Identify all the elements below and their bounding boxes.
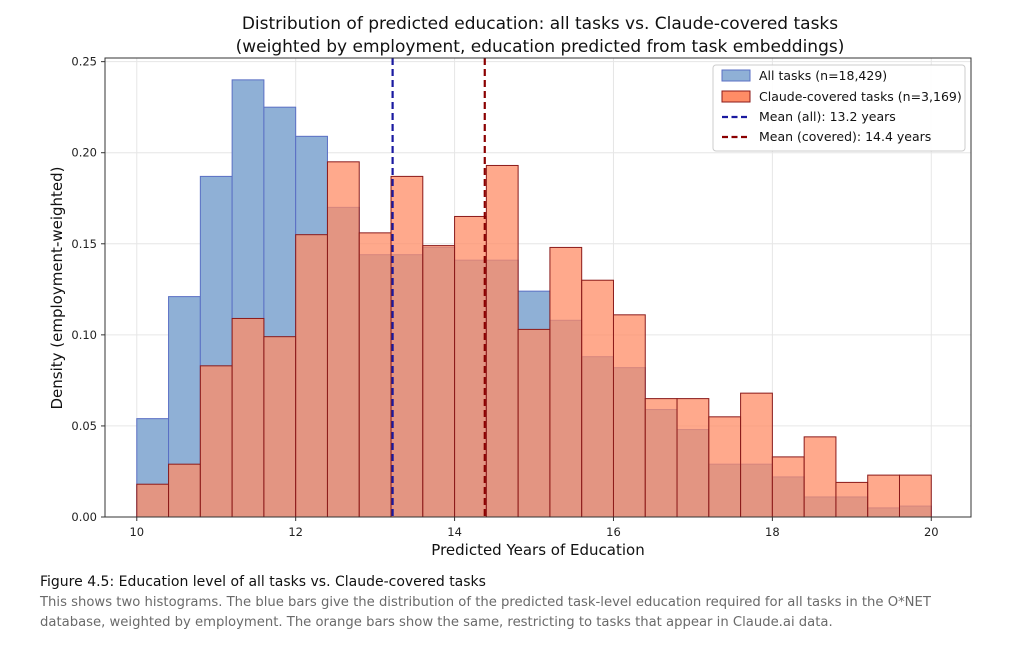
bar-covered-tasks: [549, 246, 583, 518]
bar-covered-tasks: [199, 365, 233, 518]
x-tick-label: 10: [129, 525, 144, 539]
bar-covered-tasks: [263, 336, 297, 518]
legend-swatch-all: [721, 69, 751, 82]
bar-covered-tasks: [676, 398, 710, 518]
figure-caption: Figure 4.5: Education level of all tasks…: [40, 574, 1000, 633]
bar-covered-tasks: [168, 463, 201, 518]
y-tick-label: 0.25: [71, 55, 97, 69]
histogram-chart: Distribution of predicted education: all…: [48, 14, 972, 559]
chart-title: Distribution of predicted education: all…: [242, 14, 838, 34]
y-axis-ticks: 0.00 0.05 0.10 0.15 0.20 0.25: [71, 55, 105, 524]
bar-covered-tasks: [422, 245, 456, 518]
x-tick-label: 18: [765, 525, 780, 539]
bar-covered-tasks: [358, 232, 392, 518]
y-tick-label: 0.15: [71, 237, 97, 251]
caption-title: Figure 4.5: Education level of all tasks…: [40, 574, 486, 590]
y-tick-label: 0.20: [71, 146, 97, 160]
x-axis-label: Predicted Years of Education: [431, 541, 644, 559]
plot-frame: [104, 57, 972, 518]
bar-covered-tasks: [454, 215, 487, 518]
legend: All tasks (n=18,429) Claude-covered task…: [712, 64, 966, 152]
caption-line-2: database, weighted by employment. The or…: [40, 615, 833, 630]
bar-covered-tasks: [390, 175, 424, 518]
legend-label-mean-all: Mean (all): 13.2 years: [759, 109, 896, 124]
bar-covered-tasks: [231, 317, 265, 518]
bar-covered-tasks: [295, 234, 328, 518]
bar-covered-tasks: [644, 398, 678, 518]
bar-covered-tasks: [867, 474, 900, 518]
x-axis-ticks: 10 12 14 16 18 20: [129, 517, 939, 539]
bar-covered-tasks: [898, 474, 932, 518]
bar-covered-tasks: [485, 164, 519, 518]
bar-covered-tasks: [612, 314, 646, 518]
x-tick-label: 20: [924, 525, 939, 539]
y-tick-label: 0.05: [71, 419, 97, 433]
legend-label-all: All tasks (n=18,429): [759, 68, 887, 83]
caption-line-1: This shows two histograms. The blue bars…: [40, 595, 931, 610]
bar-covered-tasks: [708, 416, 742, 518]
bar-covered-tasks: [517, 328, 551, 518]
y-axis-label: Density (employment-weighted): [48, 166, 66, 409]
legend-label-mean-covered: Mean (covered): 14.4 years: [759, 129, 931, 144]
x-tick-label: 12: [288, 525, 303, 539]
chart-subtitle: (weighted by employment, education predi…: [236, 37, 845, 57]
y-tick-label: 0.00: [71, 510, 97, 524]
legend-label-covered: Claude-covered tasks (n=3,169): [759, 89, 962, 104]
bar-covered-tasks: [803, 436, 837, 518]
bar-covered-tasks: [771, 456, 805, 518]
bar-covered-tasks: [581, 279, 614, 518]
legend-swatch-covered: [721, 90, 751, 103]
bar-covered-tasks: [740, 392, 773, 518]
bar-covered-tasks: [136, 483, 170, 518]
x-tick-label: 16: [606, 525, 621, 539]
bar-covered-tasks: [835, 481, 869, 518]
bars-covered-tasks: [136, 161, 932, 518]
bar-covered-tasks: [326, 161, 360, 518]
legend-frame: [712, 64, 966, 152]
y-tick-label: 0.10: [71, 328, 97, 342]
x-tick-label: 14: [447, 525, 462, 539]
